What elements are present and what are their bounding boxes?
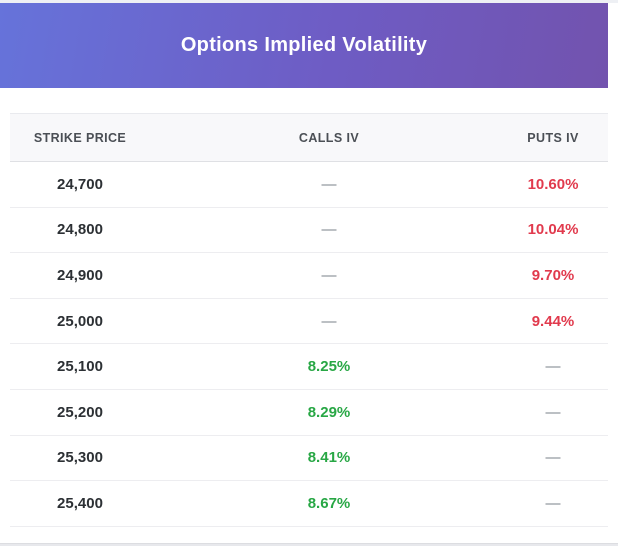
strike-cell: 25,400 [57,494,103,512]
strike-cell: 25,000 [57,312,103,330]
puts-iv-cell: — [545,358,561,376]
strike-cell: 25,300 [57,449,103,467]
table-row: 25,200 8.29% — [10,389,608,436]
puts-iv-cell: 9.44% [531,312,575,330]
puts-iv-cell: — [545,449,561,467]
puts-iv-cell: — [545,403,561,421]
calls-iv-cell: 8.67% [307,494,351,512]
top-edge-strip [0,0,618,3]
options-iv-table: STRIKE PRICE CALLS IV PUTS IV 24,700 — 1… [10,113,608,527]
strike-cell: 25,200 [57,403,103,421]
puts-iv-cell: 10.04% [527,221,579,239]
puts-iv-cell: — [545,494,561,512]
table-row: 24,800 — 10.04% [10,207,608,254]
table-row: 25,400 8.67% — [10,481,608,527]
bottom-whitespace [0,526,618,543]
calls-iv-cell: 8.41% [307,449,351,467]
table-row: 25,100 8.25% — [10,344,608,390]
table-row: 24,700 — 10.60% [10,162,608,208]
column-header-puts-iv: PUTS IV [527,130,579,145]
table-row: 25,300 8.41% — [10,435,608,482]
page-title: Options Implied Volatility [180,34,428,56]
strike-cell: 24,800 [57,221,103,239]
strike-cell: 24,700 [57,175,103,193]
column-header-calls-iv: CALLS IV [298,130,360,145]
table-row: 25,000 — 9.44% [10,298,608,345]
calls-iv-cell: — [321,266,337,284]
table-header-row: STRIKE PRICE CALLS IV PUTS IV [10,114,608,162]
table-row: 24,900 — 9.70% [10,253,608,299]
calls-iv-cell: 8.29% [307,403,351,421]
puts-iv-cell: 9.70% [531,266,575,284]
puts-iv-cell: 10.60% [527,175,579,193]
title-table-gap [0,88,618,113]
next-section-edge [0,542,618,546]
calls-iv-cell: — [321,312,337,330]
widget-title-bar: Options Implied Volatility [0,3,608,88]
column-header-strike-price: STRIKE PRICE [33,130,127,145]
calls-iv-cell: 8.25% [307,358,351,376]
strike-cell: 24,900 [57,266,103,284]
calls-iv-cell: — [321,221,337,239]
strike-cell: 25,100 [57,358,103,376]
calls-iv-cell: — [321,175,337,193]
